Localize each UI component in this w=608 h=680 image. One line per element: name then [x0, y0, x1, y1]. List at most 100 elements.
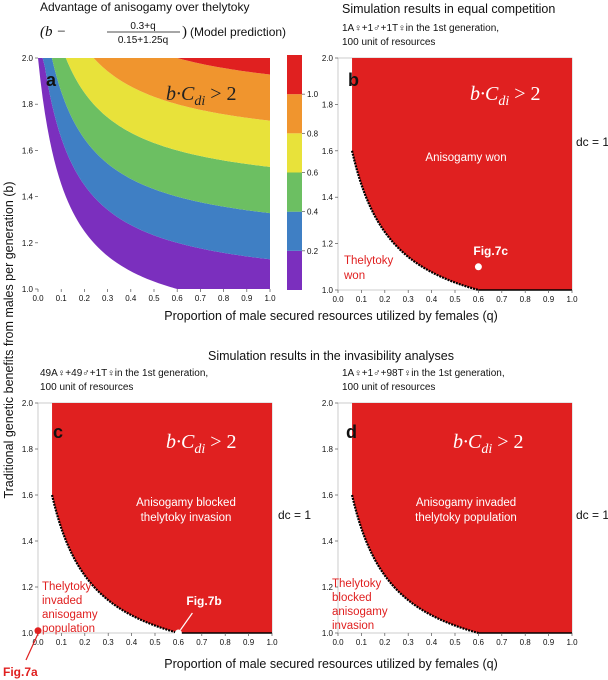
contour-band	[38, 58, 270, 214]
subtitle-d-line1: 1A♀+1♂+98T♀in the 1st generation,	[342, 368, 505, 379]
x-tick-label: 0.1	[56, 638, 68, 647]
contour-band	[38, 58, 270, 260]
y-tick-label: 1.4	[322, 193, 334, 202]
dc-label-c: dc = 1	[278, 508, 311, 522]
x-tick-label: 0.7	[196, 638, 208, 647]
x-tick-label: 0.5	[449, 638, 461, 647]
panel-letter-a: a	[46, 70, 57, 90]
dc-label-b: dc = 1	[576, 135, 608, 149]
x-tick-label: 0.6	[473, 295, 485, 304]
subtitle-b-line1: 1A♀+1♂+1T♀in the 1st generation,	[342, 23, 499, 34]
x-tick-label: 0.0	[32, 294, 44, 303]
colorbar-tick-label: 1.0	[307, 90, 319, 99]
colorbar-segment	[287, 172, 302, 212]
panel-b: 0.0 0.1 0.2 0.3 0.4 0.5 0.6 0.7 0.8 0.9 1.0 1.0 1.2 1…	[322, 54, 608, 304]
marker-fig7a	[34, 627, 42, 635]
y-tick-label: 1.6	[22, 146, 34, 155]
x-tick-label: 0.2	[79, 638, 91, 647]
marker-label-fig7c: Fig.7c	[473, 244, 508, 258]
x-tick-label: 1.0	[566, 638, 578, 647]
region-label-thelytoky-blocked: blocked	[332, 592, 372, 604]
colorbar-segment	[287, 133, 302, 173]
x-tick-label: 0.5	[449, 295, 461, 304]
y-tick-label: 1.8	[22, 100, 34, 109]
anisogamy-region	[52, 403, 272, 633]
svg-text:): )	[182, 24, 187, 40]
contour-band	[38, 58, 270, 289]
x-tick-label: 0.5	[148, 294, 160, 303]
y-tick-label: 1.6	[22, 491, 34, 500]
x-tick-label: 0.2	[379, 638, 391, 647]
marker-label-fig7b: Fig.7b	[186, 594, 221, 608]
marker-fig7b	[174, 629, 182, 637]
marker-pointer-fig7b	[179, 612, 193, 631]
x-tick-label: 0.8	[218, 294, 230, 303]
x-tick-label: 0.2	[379, 295, 391, 304]
y-tick-label: 1.0	[22, 629, 34, 638]
anisogamy-region	[352, 58, 572, 290]
colorbar-tick-label: 0.6	[307, 169, 319, 178]
marker-pointer-fig7a	[25, 633, 39, 661]
x-tick-label: 0.6	[172, 294, 184, 303]
x-tick-label: 1.0	[566, 295, 578, 304]
y-tick-label: 2.0	[322, 399, 334, 408]
region-label-anisogamy-invaded: thelytoky population	[415, 512, 517, 524]
x-tick-label: 0.9	[243, 638, 255, 647]
subtitle-b-line2: 100 unit of resources	[342, 37, 435, 48]
x-tick-label: 0.1	[56, 294, 68, 303]
x-tick-label: 0.4	[426, 295, 438, 304]
region-label-thelytoky-blocked: anisogamy	[332, 606, 388, 618]
x-tick-label: 0.9	[241, 294, 253, 303]
x-tick-label: 0.0	[332, 295, 344, 304]
y-tick-label: 1.8	[322, 100, 334, 109]
region-label-anisogamy-won: Anisogamy won	[425, 152, 506, 164]
x-tick-label: 0.9	[543, 638, 555, 647]
svg-text:(Model prediction): (Model prediction)	[190, 25, 286, 39]
y-axis-title: Traditional genetic benefits from males …	[2, 181, 16, 498]
contour-band	[38, 58, 270, 167]
colorbar-segment	[287, 94, 302, 134]
subtitle-c-line2: 100 unit of resources	[40, 382, 133, 393]
dc-label-d: dc = 1	[576, 508, 608, 522]
title-bottom: Simulation results in the invasibility a…	[208, 349, 454, 363]
region-label-thelytoky-won: won	[343, 270, 365, 282]
subtitle-d-line2: 100 unit of resources	[342, 382, 435, 393]
region-label-thelytoky-blocked: Thelytoky	[332, 578, 381, 590]
title-a: Advantage of anisogamy over thelytoky	[40, 0, 249, 14]
panel-letter-d: d	[346, 422, 357, 442]
y-tick-label: 2.0	[22, 54, 34, 63]
title-b: Simulation results in equal competition	[342, 2, 555, 16]
region-label-thelytoky-invaded: invaded	[42, 595, 82, 607]
x-tick-label: 0.2	[79, 294, 91, 303]
region-label-thelytoky-blocked: invasion	[332, 620, 374, 632]
panel-letter-c: c	[53, 422, 63, 442]
y-tick-label: 1.2	[22, 239, 34, 248]
x-axis-title-bottom: Proportion of male secured resources uti…	[164, 657, 497, 671]
y-tick-label: 1.8	[22, 445, 34, 454]
region-label-thelytoky-invaded: population	[42, 623, 95, 635]
formula-a: (b − 0.3+q 0.15+1.25q ) (Model predictio…	[40, 21, 286, 46]
x-axis-title-top: Proportion of male secured resources uti…	[164, 309, 497, 323]
boundary-line	[350, 494, 479, 635]
y-tick-label: 1.6	[322, 147, 334, 156]
x-tick-label: 0.1	[356, 638, 368, 647]
marker-label-fig7a: Fig.7a	[3, 665, 38, 679]
x-tick-label: 0.8	[520, 295, 532, 304]
panel-a: 0.0 0.1 0.2 0.3 0.4 0.5 0.6 0.7 0.8 0.9 1.0 1.0 1.2 1…	[22, 54, 276, 303]
x-tick-label: 0.7	[195, 294, 207, 303]
y-tick-label: 1.0	[322, 286, 334, 295]
colorbar-tick-label: 0.2	[307, 247, 319, 256]
x-tick-label: 0.8	[520, 638, 532, 647]
contour-area	[38, 58, 270, 289]
subtitle-c-line1: 49A♀+49♂+1T♀in the 1st generation,	[40, 368, 208, 379]
region-label-thelytoky-won: Thelytoky	[344, 255, 393, 267]
y-tick-label: 1.6	[322, 491, 334, 500]
x-tick-label: 0.4	[426, 638, 438, 647]
panel-d: 0.0 0.1 0.2 0.3 0.4 0.5 0.6 0.7 0.8 0.9 1.0 1.0 1.2 1…	[322, 399, 608, 647]
region-label-anisogamy-invaded: Anisogamy invaded	[416, 497, 516, 509]
colorbar-tick-label: 0.4	[307, 208, 319, 217]
x-tick-label: 0.8	[220, 638, 232, 647]
y-tick-label: 1.4	[22, 193, 34, 202]
x-tick-label: 0.7	[496, 638, 508, 647]
